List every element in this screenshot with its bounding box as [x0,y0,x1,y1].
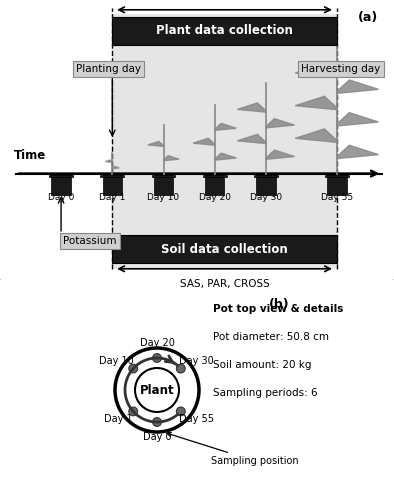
Text: Planting day: Planting day [76,64,141,74]
Text: Harvesting day: Harvesting day [301,64,381,74]
Polygon shape [215,153,236,160]
Polygon shape [193,138,215,145]
Text: Day 0: Day 0 [48,193,74,202]
Text: Pot top view & details: Pot top view & details [213,304,344,314]
Text: (a): (a) [358,11,378,24]
Bar [154,175,173,195]
Bar [100,175,124,178]
Bar [203,175,227,178]
Polygon shape [237,103,266,112]
Polygon shape [164,156,179,160]
Bar [102,175,122,195]
Circle shape [177,407,185,416]
FancyBboxPatch shape [0,0,394,283]
Text: Pot diameter: 50.8 cm: Pot diameter: 50.8 cm [213,332,329,342]
Text: Day 0: Day 0 [143,432,171,442]
Polygon shape [112,166,119,168]
Text: Sampling periods: 6: Sampling periods: 6 [213,388,318,398]
Text: Day 1: Day 1 [99,193,125,202]
Polygon shape [337,145,379,158]
Text: Sampling position: Sampling position [167,432,299,466]
Text: Time: Time [14,150,46,162]
Bar [112,14,337,269]
Polygon shape [237,134,266,143]
Text: Potassium: Potassium [63,236,117,246]
Bar [254,175,278,178]
Polygon shape [295,96,337,110]
Polygon shape [266,150,295,160]
Text: Day 1: Day 1 [104,414,132,424]
Circle shape [152,418,162,426]
Text: (b): (b) [268,298,289,311]
Text: Soil data collection: Soil data collection [161,242,288,256]
Text: Day 20: Day 20 [199,193,231,202]
Polygon shape [266,118,295,128]
Polygon shape [105,160,112,162]
Bar [112,235,337,263]
Bar [205,175,225,195]
Circle shape [177,364,185,373]
Circle shape [129,364,138,373]
Polygon shape [295,64,337,77]
Polygon shape [337,112,379,126]
Polygon shape [337,80,379,94]
Text: Day 30: Day 30 [179,356,214,366]
Bar [51,175,71,195]
Text: Day 55: Day 55 [179,414,214,424]
Polygon shape [295,129,337,142]
Polygon shape [148,142,164,146]
Text: Plant data collection: Plant data collection [156,24,293,38]
Text: Day 10: Day 10 [99,356,134,366]
Text: Day 55: Day 55 [321,193,353,202]
Bar [152,175,175,178]
Bar [325,175,349,178]
Text: Day 20: Day 20 [139,338,175,348]
Bar [256,175,276,195]
Circle shape [152,354,162,362]
Text: Day 10: Day 10 [147,193,180,202]
Text: Day 30: Day 30 [250,193,282,202]
Text: Soil amount: 20 kg: Soil amount: 20 kg [213,360,312,370]
Circle shape [129,407,138,416]
Bar [112,17,337,45]
Text: Plant: Plant [140,384,174,396]
Bar [49,175,73,178]
Text: SAS, PAR, CROSS: SAS, PAR, CROSS [180,278,269,288]
Bar [327,175,347,195]
Polygon shape [215,124,236,130]
